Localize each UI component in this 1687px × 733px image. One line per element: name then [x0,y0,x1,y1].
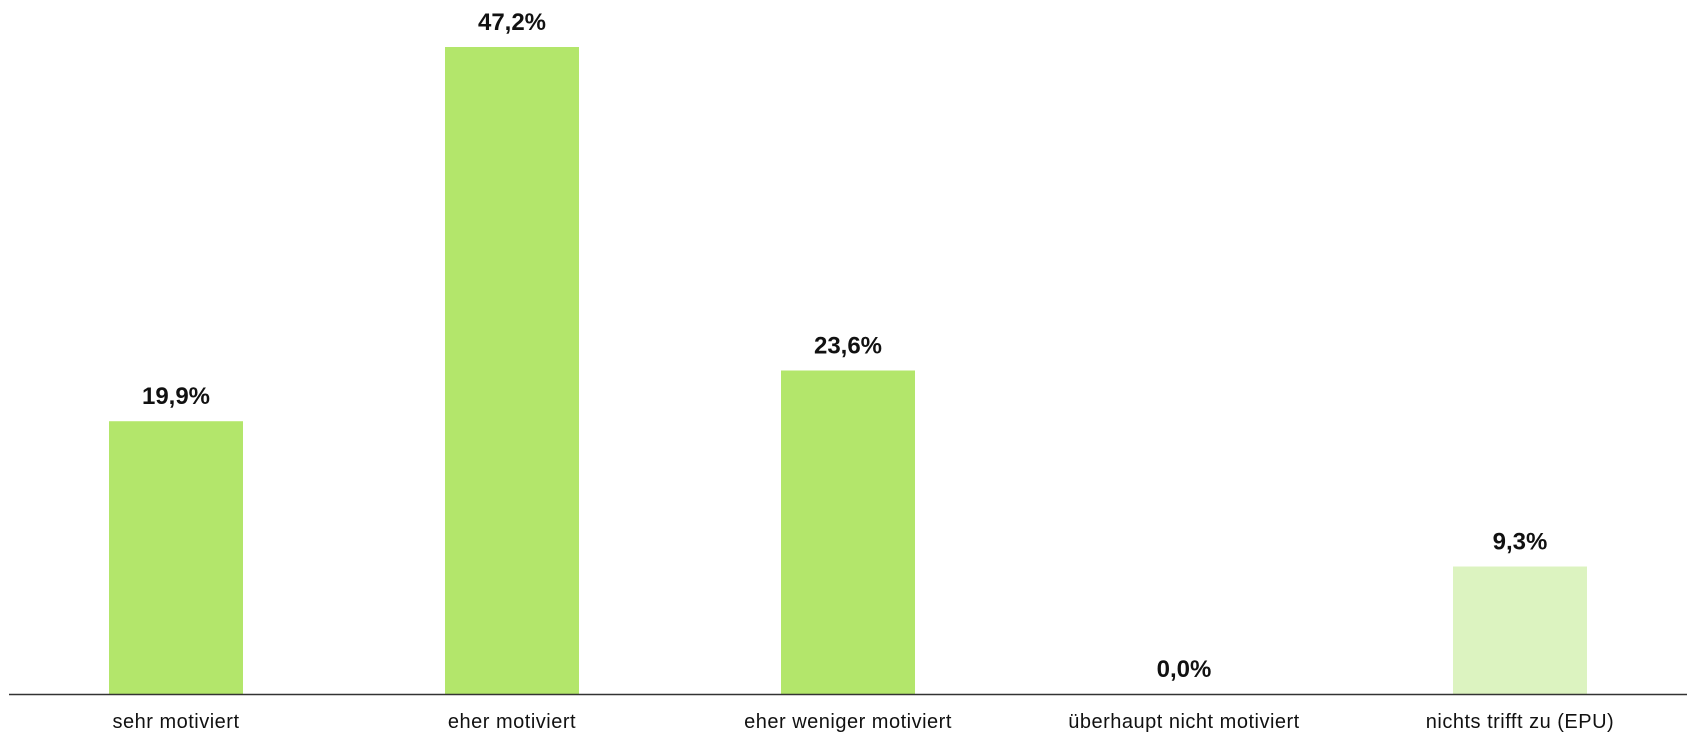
bar-2 [781,370,915,694]
bar-4 [1453,566,1587,694]
value-labels-group: 19,9% 47,2% 23,6% 0,0% 9,3% [142,9,1547,683]
category-label-1: eher motiviert [448,711,576,733]
bar-1 [445,47,579,694]
category-label-2: eher weniger motiviert [744,711,952,733]
data-label-2: 23,6% [814,333,882,360]
category-label-4: nichts trifft zu (EPU) [1426,711,1614,733]
category-labels-group: sehr motiviert eher motiviert eher weniger… [112,711,1614,733]
category-label-3: überhaupt nicht motiviert [1068,711,1300,733]
data-label-3: 0,0% [1157,656,1212,683]
bar-0 [109,421,243,694]
data-label-4: 9,3% [1493,529,1548,556]
category-label-0: sehr motiviert [112,711,239,733]
data-label-1: 47,2% [478,9,546,36]
bars-group [109,47,1587,694]
data-label-0: 19,9% [142,383,210,410]
